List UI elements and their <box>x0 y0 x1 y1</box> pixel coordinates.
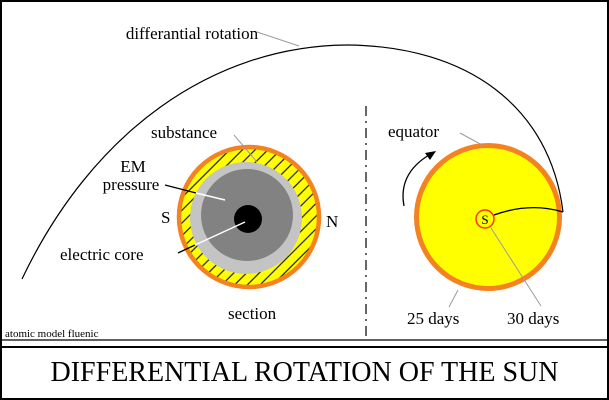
equator-leader-line <box>459 132 483 146</box>
sun-center-s-label: S <box>481 212 488 227</box>
differential-rotation-label: differantial rotation <box>126 24 259 43</box>
days30-label: 30 days <box>507 309 559 328</box>
diagram-title: DIFFERENTIAL ROTATION OF THE SUN <box>50 357 559 388</box>
days25-leader-line <box>448 289 459 308</box>
differential-rotation-arc <box>21 44 564 280</box>
days30-leader-line <box>490 227 542 307</box>
sun-rotation-diagram: differantial rotation substance EM press… <box>2 24 607 341</box>
em-pressure-leader-white <box>195 192 226 201</box>
rotation-path-curve <box>493 207 564 216</box>
equator-label: equator <box>388 122 439 141</box>
south-pole-label: S <box>161 208 170 227</box>
em-pressure-leader-black <box>164 184 197 194</box>
electric-core-leader-black <box>177 244 196 254</box>
em-pressure-label-line2: pressure <box>103 175 160 194</box>
sun-center-s-circle <box>475 209 495 229</box>
electric-core-leader-white <box>194 221 246 246</box>
section-label: section <box>228 304 277 323</box>
em-pressure-label-line1: EM <box>120 157 146 176</box>
substance-leader-line <box>233 134 258 163</box>
left-sun-electric-core <box>234 205 262 233</box>
north-pole-label: N <box>326 212 338 231</box>
right-sun-disk <box>414 143 562 291</box>
substance-label: substance <box>151 123 217 142</box>
electric-core-label: electric core <box>60 245 144 264</box>
title-bar: DIFFERENTIAL ROTATION OF THE SUN <box>2 346 607 398</box>
days25-label: 25 days <box>407 309 459 328</box>
rotation-arrow-head <box>425 151 436 160</box>
top-label-leader-line <box>256 31 300 47</box>
footer-credit: atomic model fluenic <box>5 328 99 340</box>
rotation-arrow <box>402 154 430 207</box>
